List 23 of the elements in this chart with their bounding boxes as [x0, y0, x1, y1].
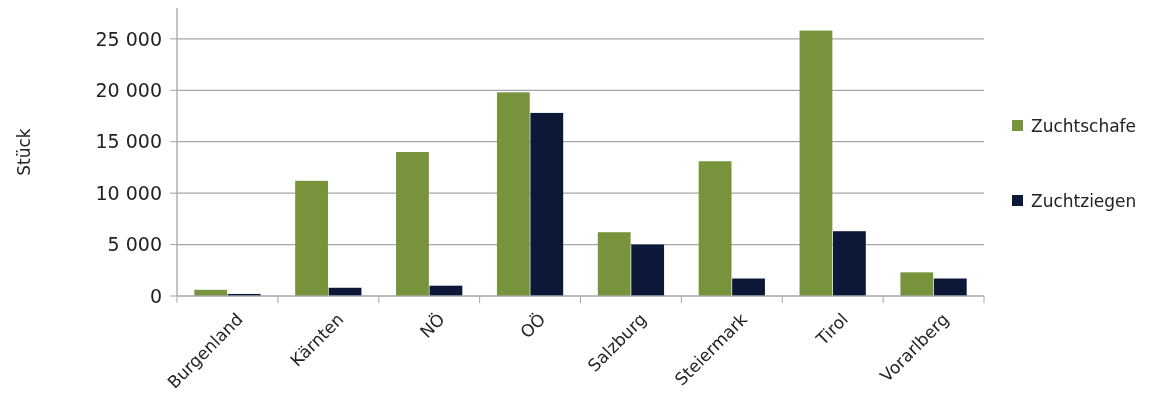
y-tick-label: 25 000: [95, 27, 162, 50]
y-axis-title: Stück: [14, 128, 34, 176]
x-tick-label: NÖ: [415, 308, 449, 342]
y-tick-label: 5 000: [107, 233, 162, 256]
bar: [530, 112, 564, 296]
legend-label: Zuchtschafe: [1031, 115, 1137, 136]
y-tick-label: 20 000: [95, 78, 162, 101]
bar: [900, 272, 934, 296]
bar: [631, 244, 665, 296]
legend-label: Zuchtziegen: [1031, 190, 1137, 211]
y-tick-label: 10 000: [95, 181, 162, 204]
x-tick-label: OÖ: [515, 308, 550, 343]
bar: [496, 92, 530, 296]
bar: [833, 231, 866, 296]
bar: [698, 161, 732, 296]
bar: [396, 152, 429, 296]
bar: [732, 278, 765, 296]
bar: [933, 278, 967, 296]
y-tick-label: 0: [149, 284, 162, 307]
bar: [597, 232, 631, 296]
y-tick-label: 15 000: [95, 130, 162, 153]
bar: [295, 180, 328, 296]
bar: [799, 30, 833, 296]
